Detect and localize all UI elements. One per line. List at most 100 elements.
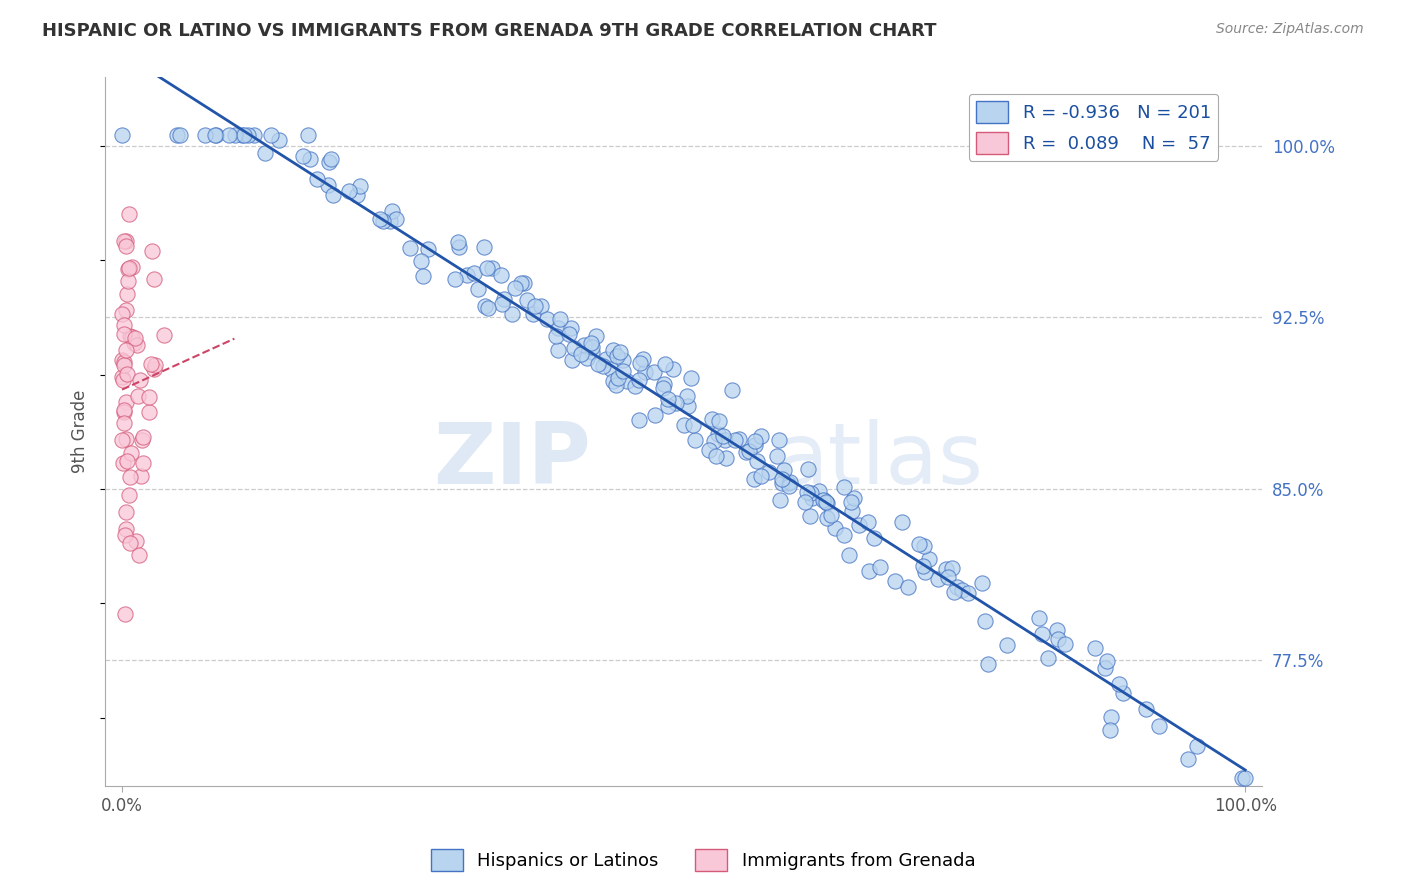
Point (883, 574, 905, 588)
Point (115, 454, 138, 468)
Point (651, 381, 673, 395)
Point (838, 548, 860, 562)
Point (770, 476, 793, 491)
Point (111, 353, 134, 368)
Text: HISPANIC OR LATINO VS IMMIGRANTS FROM GRENADA 9TH GRADE CORRELATION CHART: HISPANIC OR LATINO VS IMMIGRANTS FROM GR… (42, 22, 936, 40)
Point (914, 539, 936, 553)
Point (269, 133, 291, 147)
Point (628, 412, 651, 426)
Point (799, 509, 821, 524)
Point (318, 155, 340, 169)
Point (463, 266, 485, 280)
Point (706, 427, 728, 442)
Point (1084, 641, 1107, 656)
Point (742, 472, 765, 486)
Point (547, 321, 569, 335)
Point (530, 299, 553, 313)
Point (205, 128, 228, 142)
Point (337, 184, 360, 198)
Point (141, 244, 163, 259)
Point (800, 485, 823, 500)
Point (579, 336, 602, 351)
Point (574, 338, 596, 352)
Point (609, 345, 631, 359)
Point (1149, 719, 1171, 733)
Point (943, 584, 966, 599)
Point (811, 493, 834, 508)
Point (676, 399, 699, 413)
Point (1046, 623, 1069, 637)
Point (856, 516, 879, 530)
Point (118, 470, 141, 484)
Point (815, 511, 838, 525)
Point (612, 364, 634, 378)
Point (233, 128, 256, 142)
Point (544, 328, 567, 343)
Point (714, 433, 737, 447)
Point (111, 128, 134, 142)
Point (368, 211, 391, 226)
Point (322, 187, 344, 202)
Point (657, 399, 679, 413)
Point (709, 414, 731, 428)
Point (381, 203, 404, 218)
Point (128, 548, 150, 562)
Point (662, 362, 685, 376)
Point (114, 303, 136, 318)
Point (316, 178, 339, 192)
Point (121, 329, 143, 343)
Point (138, 405, 160, 419)
Point (970, 575, 993, 590)
Point (814, 495, 837, 509)
Point (143, 272, 166, 286)
Point (512, 276, 534, 290)
Point (291, 149, 314, 163)
Point (132, 429, 155, 443)
Point (112, 456, 135, 470)
Text: Source: ZipAtlas.com: Source: ZipAtlas.com (1216, 22, 1364, 37)
Point (467, 282, 489, 296)
Point (911, 559, 934, 574)
Point (657, 392, 679, 407)
Point (1031, 627, 1053, 641)
Point (1177, 752, 1199, 766)
Point (536, 312, 558, 326)
Point (194, 128, 217, 142)
Point (118, 329, 141, 343)
Point (115, 239, 138, 253)
Point (808, 483, 831, 498)
Point (749, 428, 772, 442)
Point (602, 374, 624, 388)
Point (218, 128, 240, 142)
Point (118, 260, 141, 275)
Point (121, 260, 143, 275)
Point (378, 214, 401, 228)
Point (1230, 771, 1253, 785)
Point (820, 508, 842, 523)
Point (697, 443, 720, 458)
Point (166, 128, 188, 142)
Point (652, 377, 675, 392)
Point (114, 405, 136, 419)
Point (841, 495, 863, 509)
Point (897, 580, 920, 594)
Point (112, 373, 135, 387)
Point (778, 479, 800, 493)
Point (918, 552, 941, 566)
Point (974, 614, 997, 628)
Point (950, 583, 973, 598)
Point (444, 271, 467, 285)
Point (1095, 654, 1118, 668)
Point (1108, 676, 1130, 690)
Point (1036, 650, 1059, 665)
Point (1185, 739, 1208, 753)
Point (654, 357, 676, 371)
Point (679, 371, 702, 385)
Point (112, 235, 135, 249)
Point (841, 504, 863, 518)
Point (1099, 709, 1122, 723)
Point (319, 153, 342, 167)
Point (112, 355, 135, 369)
Text: ZIP: ZIP (433, 418, 591, 501)
Point (602, 343, 624, 358)
